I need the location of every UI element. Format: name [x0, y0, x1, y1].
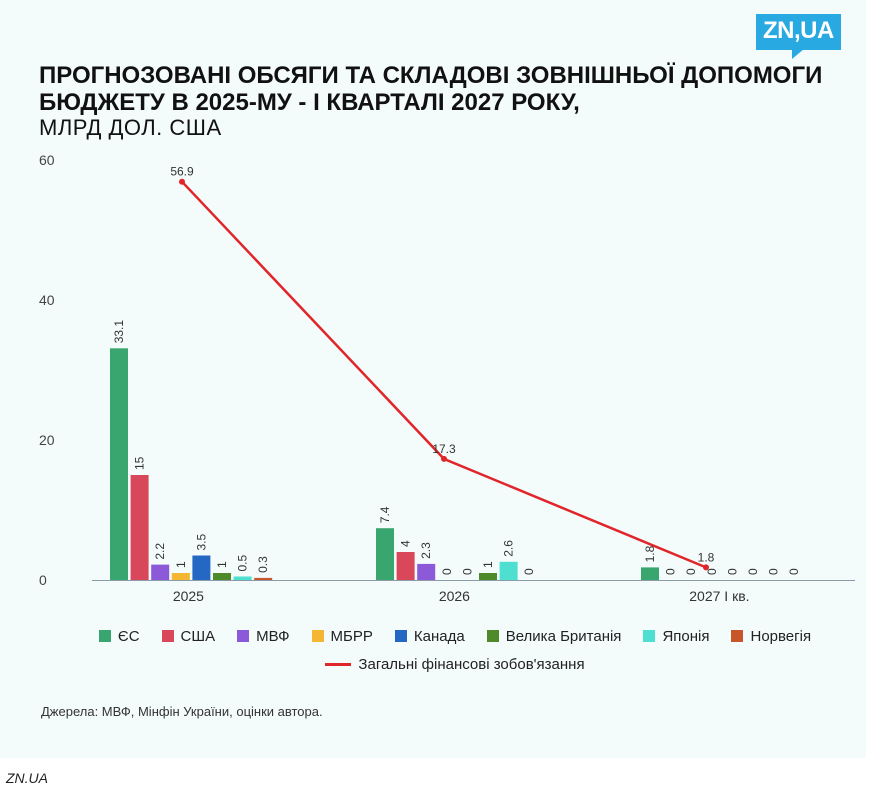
- legend-item-total: Загальні фінансові зобов'язання: [325, 655, 585, 673]
- y-tick-label: 40: [39, 292, 55, 308]
- legend-label: Канада: [413, 627, 465, 645]
- bar-МВФ-2025: [151, 564, 170, 580]
- bar-value-label: 1: [174, 561, 188, 568]
- bar-value-label: 4: [399, 540, 413, 547]
- line-value-label: 17.3: [432, 442, 456, 456]
- chart-legend: ЄС США МВФ МБРР Канада Велика Британія Японія Н…: [60, 624, 850, 676]
- bar-value-label: 2.2: [153, 543, 167, 560]
- line-value-label: 1.8: [698, 550, 715, 564]
- x-tick-label: 2026: [439, 588, 470, 604]
- legend-label: ЄС: [117, 627, 140, 645]
- chart-card: ZN,UA ПРОГНОЗОВАНІ ОБСЯГИ ТА СКЛАДОВІ ЗО…: [0, 0, 866, 758]
- bar-Велика Британія-2025: [213, 573, 231, 580]
- legend-line-swatch: [325, 662, 352, 666]
- y-tick-label: 20: [39, 432, 55, 448]
- total-commitments-point: [703, 564, 709, 571]
- bar-Велика Британія-2026: [479, 573, 497, 580]
- bar-value-label: 0.5: [236, 554, 250, 571]
- bar-value-label: 15: [133, 456, 147, 470]
- legend-swatch: [98, 630, 111, 642]
- bar-value-label: 0: [767, 568, 781, 575]
- x-tick-label: 2027 І кв.: [689, 588, 749, 604]
- bar-value-label: 0: [725, 568, 739, 575]
- bar-value-label: 33.1: [112, 320, 126, 344]
- legend-swatch: [643, 630, 656, 642]
- x-tick-label: 2025: [173, 588, 204, 604]
- legend-item: Японія: [643, 628, 709, 645]
- y-tick-label: 0: [39, 572, 47, 588]
- footer-logo: ZN.UA: [6, 770, 48, 786]
- legend-item: США: [161, 627, 216, 645]
- y-tick-label: 60: [39, 152, 55, 168]
- bar-value-label: 3.5: [194, 533, 208, 550]
- bar-ЄС-2026: [376, 528, 394, 580]
- total-commitments-point: [179, 178, 185, 185]
- legend-item: МВФ: [237, 627, 290, 645]
- bar-value-label: 0.3: [256, 556, 270, 573]
- total-commitments-line: [181, 180, 707, 569]
- bar-value-label: 1: [481, 561, 495, 568]
- bar-value-label: 0: [460, 568, 474, 575]
- chart-title: ПРОГНОЗОВАНІ ОБСЯГИ ТА СКЛАДОВІ ЗОВНІШНЬ…: [39, 62, 823, 116]
- legend-item: Велика Британія: [486, 627, 622, 645]
- bar-value-label: 7.4: [378, 506, 392, 523]
- legend-item: МБРР: [311, 627, 373, 645]
- legend-line-series: Загальні фінансові зобов'язання: [60, 652, 850, 676]
- bar-МБРР-2025: [171, 573, 190, 580]
- bar-ЄС-2027 І кв.: [641, 567, 659, 580]
- bar-Канада-2025: [192, 555, 211, 580]
- bar-value-label: 0: [705, 568, 719, 575]
- source-note: Джерела: МВФ, Мінфін України, оцінки авт…: [41, 704, 323, 719]
- bar-Японія-2026: [499, 561, 518, 580]
- legend-swatch: [311, 630, 324, 642]
- bar-Японія-2025: [233, 576, 252, 580]
- bar-value-label: 0: [664, 568, 678, 575]
- legend-label: Норвегія: [750, 627, 812, 645]
- total-commitments-point: [441, 455, 447, 462]
- bar-value-label: 2.6: [502, 540, 516, 557]
- bar-США-2025: [130, 475, 149, 580]
- legend-label: МВФ: [256, 627, 290, 645]
- bar-Норвегія-2025: [254, 577, 273, 580]
- bar-value-label: 1: [215, 561, 229, 568]
- bar-value-label: 0: [746, 568, 760, 575]
- bar-value-label: 1.8: [643, 545, 657, 562]
- bar-value-label: 2.3: [419, 542, 433, 559]
- bar-value-label: 0: [787, 568, 801, 575]
- legend-swatch: [394, 630, 407, 642]
- legend-label: Японія: [662, 627, 710, 645]
- legend-swatch: [486, 630, 499, 642]
- bar-МВФ-2026: [417, 563, 436, 580]
- chart-subtitle: МЛРД ДОЛ. США: [39, 115, 222, 140]
- legend-label: США: [180, 627, 216, 645]
- legend-item: Норвегія: [731, 628, 811, 645]
- bar-ЄС-2025: [110, 348, 128, 580]
- bar-value-label: 0: [440, 568, 454, 575]
- bar-value-label: 0: [684, 568, 698, 575]
- legend-label: МБРР: [330, 627, 373, 645]
- legend-label-total: Загальні фінансові зобов'язання: [358, 655, 585, 673]
- zn-ua-logo: ZN,UA: [756, 14, 841, 59]
- bar-США-2026: [396, 552, 415, 580]
- legend-label: Велика Британія: [505, 627, 622, 645]
- legend-item: Канада: [394, 627, 465, 645]
- legend-swatch: [731, 630, 744, 642]
- legend-swatch: [237, 630, 250, 642]
- legend-bar-series: ЄС США МВФ МБРР Канада Велика Британія Японія Н…: [60, 624, 850, 648]
- line-value-label: 56.9: [170, 165, 194, 179]
- legend-item: ЄС: [98, 627, 140, 645]
- bar-value-label: 0: [522, 568, 536, 575]
- legend-swatch: [161, 630, 174, 642]
